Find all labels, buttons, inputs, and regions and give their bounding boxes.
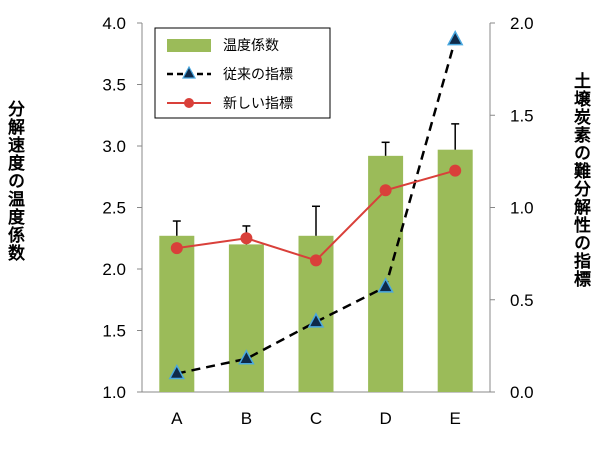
- error-bars: [172, 123, 460, 245]
- markers: [168, 30, 464, 380]
- circle-point: [379, 184, 392, 197]
- bar: [228, 244, 264, 392]
- right-tick-label: 1.0: [510, 199, 534, 218]
- bar: [437, 149, 473, 392]
- left-tick-label: 4.0: [102, 14, 126, 33]
- left-tick-label: 2.0: [102, 260, 126, 279]
- x-tick-label: D: [379, 409, 391, 428]
- right-tick-label: 0.5: [510, 291, 534, 310]
- x-tick-label: A: [171, 409, 183, 428]
- circle-point: [310, 254, 322, 267]
- legend-label: 新しい指標: [223, 96, 293, 112]
- circle-point: [449, 164, 462, 177]
- x-tick-label: E: [450, 409, 461, 428]
- triangle-point: [238, 349, 255, 365]
- series-line: [176, 39, 457, 375]
- triangle-point: [168, 363, 186, 380]
- left-tick-label: 3.0: [102, 137, 126, 156]
- left-tick-label: 1.0: [102, 383, 126, 402]
- right-axis-label: 土壌炭素の難分解性の指標: [570, 72, 590, 288]
- triangle-point: [377, 277, 394, 293]
- legend-triangle: [181, 65, 197, 79]
- bars: [159, 149, 473, 392]
- tick-labels: 1.0 1.5 2.0 2.5 3.0 3.5 4.0 0.0 0.5 1.0 1.5 2.0 A B C D…: [102, 14, 533, 428]
- right-tick-label: 2.0: [510, 14, 534, 33]
- legend-label: 従来の指標: [223, 67, 293, 83]
- x-tick-label: B: [241, 409, 252, 428]
- triangle-point: [307, 312, 325, 328]
- left-tick-label: 2.5: [102, 199, 126, 218]
- left-tick-label: 3.5: [102, 76, 126, 95]
- legend-label: 温度係数: [223, 38, 279, 54]
- right-tick-label: 1.5: [510, 106, 534, 125]
- left-axis-label: 分解速度の温度係数: [4, 100, 24, 262]
- legend-swatch-bar: [167, 39, 211, 52]
- triangle-point: [446, 30, 464, 46]
- left-tick-label: 1.5: [102, 322, 126, 341]
- x-tick-label: C: [310, 409, 322, 428]
- legend-circle: [184, 98, 194, 108]
- right-tick-label: 0.0: [510, 383, 534, 402]
- circle-point: [240, 232, 253, 245]
- circle-point: [170, 242, 183, 255]
